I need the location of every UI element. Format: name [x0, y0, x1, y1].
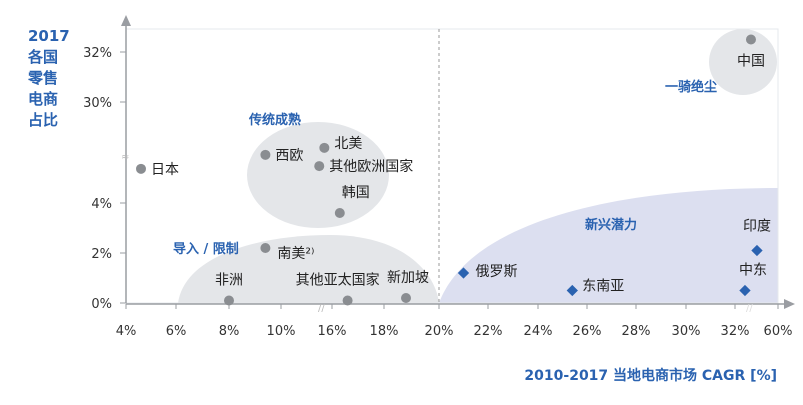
y-title-line: 电商 [28, 90, 59, 108]
x-tick-label: 6% [166, 324, 187, 339]
group-label-mature: 传统成熟 [248, 112, 301, 128]
data-point-日本 [136, 163, 146, 174]
x-tick-label: 16% [318, 324, 347, 339]
x-axis-break-icon: // [746, 303, 753, 314]
x-tick-label: 18% [370, 324, 399, 339]
data-point-西欧 [260, 149, 271, 160]
x-tick-label: 30% [672, 324, 701, 339]
x-tick-label: 26% [573, 324, 602, 339]
x-tick-label: 10% [267, 324, 296, 339]
x-tick-label: 20% [425, 324, 454, 339]
y-tick-label: 0% [91, 297, 112, 312]
y-tick-label: 30% [83, 96, 112, 111]
data-point-非洲 [224, 295, 234, 306]
data-point-新加坡 [401, 293, 411, 303]
y-title-line: 零售 [28, 69, 59, 87]
data-point-俄罗斯 [457, 267, 470, 279]
group-entry-ellipse [178, 235, 439, 303]
x-axis-break-icon: // [318, 303, 325, 314]
point-label: 其他亚太国家 [296, 272, 380, 289]
x-tick-label: 28% [622, 324, 651, 339]
x-tick-label: 22% [474, 324, 503, 339]
point-label: 韩国 [342, 185, 370, 201]
x-tick-label: 4% [116, 324, 137, 339]
data-point-印度 [751, 244, 763, 257]
point-label: 印度 [743, 219, 771, 235]
point-label: 日本 [151, 162, 179, 178]
group-label-entry: 导入 / 限制 [173, 241, 239, 257]
x-tick-label: 32% [721, 324, 750, 339]
point-label: 新加坡 [387, 270, 429, 286]
data-point-东南亚 [566, 284, 578, 297]
y-tick-label: 2% [91, 247, 112, 262]
point-label: 中国 [737, 54, 765, 70]
group-leader-ellipse [709, 29, 777, 95]
y-tick-label: 4% [91, 197, 112, 212]
group-mature-ellipse [247, 122, 389, 228]
group-emerging-area [439, 188, 778, 303]
point-label: 其他欧洲国家 [329, 158, 413, 175]
y-title-line: 各国 [28, 48, 59, 66]
y-title-line: 占比 [28, 111, 59, 129]
group-label-emerging: 新兴潜力 [585, 217, 637, 233]
data-point-中国 [745, 34, 756, 45]
point-label: 东南亚 [582, 279, 624, 295]
point-label: 非洲 [215, 273, 243, 289]
y-axis-arrow-icon [121, 15, 131, 26]
x-axis-title: 2010-2017 当地电商市场 CAGR [%] [524, 368, 777, 384]
data-point-南美²⁾ [260, 243, 271, 253]
data-point-北美 [319, 142, 330, 153]
x-tick-label: 24% [524, 324, 553, 339]
x-tick-label: 8% [219, 324, 240, 339]
point-label: 俄罗斯 [476, 264, 518, 280]
x-tick-label: 60% [764, 324, 793, 339]
point-label: 北美 [334, 136, 362, 152]
point-label: 中东 [739, 263, 767, 279]
x-axis-arrow-icon [784, 299, 795, 309]
data-point-中东 [739, 284, 751, 297]
data-point-韩国 [334, 208, 345, 218]
data-point-其他亚太国家 [342, 295, 353, 306]
y-title-line: 2017 [28, 27, 70, 45]
y-axis-title: 2017 各国 零售 电商 占比 [28, 26, 70, 131]
y-tick-label: 32% [83, 46, 112, 61]
data-point-其他欧洲国家 [314, 161, 325, 172]
point-label: 西欧 [275, 148, 303, 164]
point-label: 南美²⁾ [277, 246, 314, 262]
group-label-leader: 一骑绝尘 [665, 79, 717, 95]
y-axis-break-icon: ≈ [121, 152, 129, 163]
